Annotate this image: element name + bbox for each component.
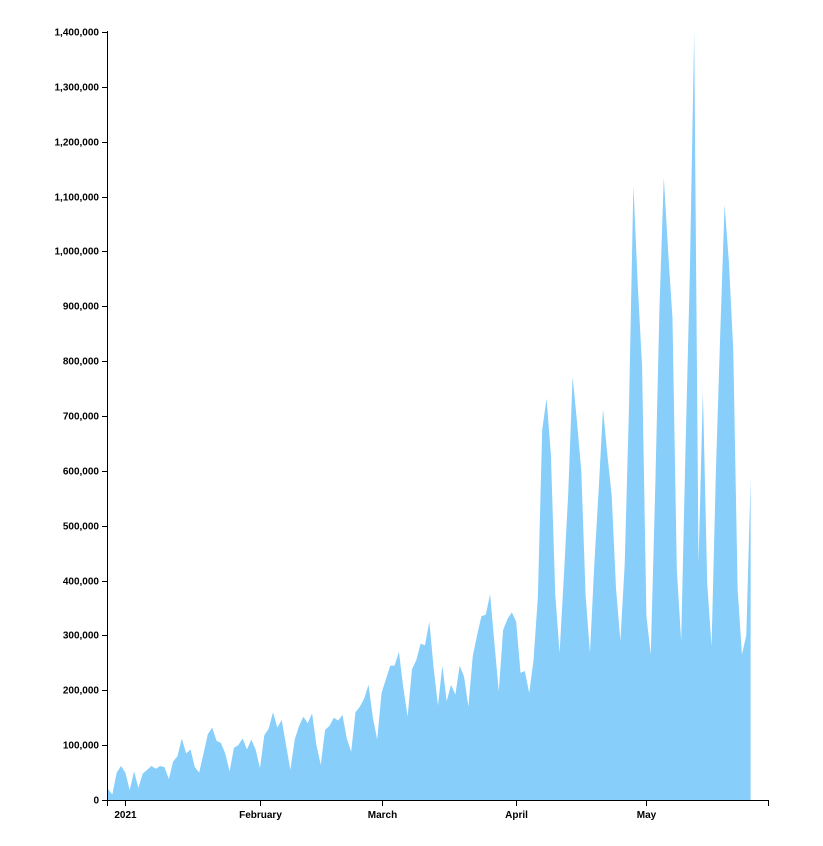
y-tick-label: 1,000,000 xyxy=(55,247,100,258)
y-tick-label: 0 xyxy=(93,796,99,807)
y-tick-label: 100,000 xyxy=(63,741,100,752)
y-tick-label: 1,100,000 xyxy=(55,193,100,204)
x-axis: 2021 February March April May xyxy=(107,800,769,821)
area-series xyxy=(108,32,751,800)
x-tick-label: April xyxy=(505,810,528,821)
y-tick-label: 1,400,000 xyxy=(55,28,100,39)
y-tick-label: 400,000 xyxy=(63,577,100,588)
y-tick-label: 200,000 xyxy=(63,686,100,697)
y-tick-label: 600,000 xyxy=(63,467,100,478)
x-tick-label: February xyxy=(239,810,282,821)
y-tick-label: 500,000 xyxy=(63,522,100,533)
y-tick-label: 900,000 xyxy=(63,302,100,313)
y-tick-label: 1,300,000 xyxy=(55,83,100,94)
x-tick-label: 2021 xyxy=(114,810,137,821)
x-tick-label: May xyxy=(637,810,657,821)
y-tick-label: 300,000 xyxy=(63,631,100,642)
x-tick-label: March xyxy=(368,810,397,821)
y-tick-label: 1,200,000 xyxy=(55,138,100,149)
y-axis: 0 100,000 200,000 300,000 400,000 500,000 600,… xyxy=(55,28,108,807)
y-tick-label: 700,000 xyxy=(63,412,100,423)
plot-area xyxy=(108,32,751,800)
y-tick-label: 800,000 xyxy=(63,357,100,368)
